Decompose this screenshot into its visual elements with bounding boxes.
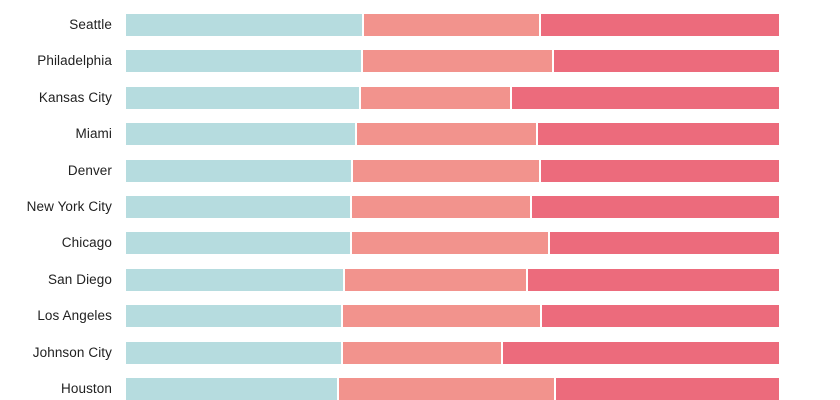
chart-row: Seattle bbox=[0, 14, 779, 36]
category-label: Kansas City bbox=[38, 89, 112, 105]
stacked-bar[interactable] bbox=[126, 50, 779, 73]
bar-segment-3[interactable] bbox=[547, 232, 779, 255]
category-label: San Diego bbox=[48, 271, 112, 287]
bar-segment-2[interactable] bbox=[342, 268, 527, 291]
stacked-bar[interactable] bbox=[126, 378, 779, 400]
stacked-bar[interactable] bbox=[126, 268, 779, 291]
bar-segment-2[interactable] bbox=[349, 196, 531, 218]
bar-segment-3[interactable] bbox=[530, 196, 779, 218]
category-label: Denver bbox=[67, 162, 112, 178]
bar-segment-1[interactable] bbox=[126, 86, 360, 109]
chart-row: Los Angeles bbox=[0, 305, 779, 328]
category-label: Seattle bbox=[69, 17, 112, 32]
stacked-bar[interactable] bbox=[126, 123, 779, 146]
stacked-bar[interactable] bbox=[126, 305, 779, 328]
stacked-bar[interactable] bbox=[126, 159, 779, 182]
stacked-bar[interactable] bbox=[126, 196, 779, 218]
bar-segment-3[interactable] bbox=[539, 305, 779, 328]
bar-segment-1[interactable] bbox=[126, 232, 350, 255]
category-label: Los Angeles bbox=[37, 308, 112, 324]
stacked-bar[interactable] bbox=[126, 14, 779, 36]
bar-segment-1[interactable] bbox=[126, 196, 350, 218]
bar-segment-1[interactable] bbox=[126, 14, 362, 36]
chart-row: San Diego bbox=[0, 268, 779, 291]
bar-segment-2[interactable] bbox=[341, 305, 540, 328]
bar-segment-3[interactable] bbox=[552, 50, 779, 73]
bar-segment-1[interactable] bbox=[126, 305, 342, 328]
bar-segment-3[interactable] bbox=[526, 268, 779, 291]
bar-segment-2[interactable] bbox=[349, 232, 548, 255]
chart-row: Miami bbox=[0, 123, 779, 146]
category-label: Chicago bbox=[61, 235, 112, 251]
bar-segment-2[interactable] bbox=[341, 341, 502, 364]
chart-row: Chicago bbox=[0, 232, 779, 255]
category-label: Miami bbox=[75, 126, 112, 142]
bar-segment-1[interactable] bbox=[126, 268, 343, 291]
stacked-bar[interactable] bbox=[126, 86, 779, 109]
category-label: New York City bbox=[26, 199, 112, 214]
category-label: Houston bbox=[61, 381, 112, 396]
chart-row: New York City bbox=[0, 196, 779, 218]
bar-segment-2[interactable] bbox=[355, 123, 537, 146]
bar-segment-2[interactable] bbox=[361, 50, 553, 73]
bar-segment-3[interactable] bbox=[538, 14, 779, 36]
chart-row: Kansas City bbox=[0, 86, 779, 109]
bar-segment-3[interactable] bbox=[509, 86, 779, 109]
chart-row: Philadelphia bbox=[0, 50, 779, 73]
bar-segment-3[interactable] bbox=[554, 378, 779, 400]
stacked-bar[interactable] bbox=[126, 341, 779, 364]
bar-segment-1[interactable] bbox=[126, 341, 342, 364]
bar-segment-2[interactable] bbox=[361, 14, 539, 36]
chart-row: Houston bbox=[0, 378, 779, 400]
bar-segment-1[interactable] bbox=[126, 50, 362, 73]
bar-segment-1[interactable] bbox=[126, 123, 356, 146]
bar-segment-2[interactable] bbox=[359, 86, 510, 109]
bar-segment-2[interactable] bbox=[336, 378, 555, 400]
chart-row: Johnson City bbox=[0, 341, 779, 364]
category-label: Philadelphia bbox=[37, 53, 112, 69]
stacked-bar[interactable] bbox=[126, 232, 779, 255]
bar-segment-3[interactable] bbox=[501, 341, 779, 364]
bar-segment-3[interactable] bbox=[536, 123, 779, 146]
bar-segment-1[interactable] bbox=[126, 159, 351, 182]
category-label: Johnson City bbox=[32, 344, 112, 360]
bar-segment-1[interactable] bbox=[126, 378, 337, 400]
bar-segment-2[interactable] bbox=[350, 159, 540, 182]
bar-segment-3[interactable] bbox=[539, 159, 779, 182]
chart-row: Denver bbox=[0, 159, 779, 182]
